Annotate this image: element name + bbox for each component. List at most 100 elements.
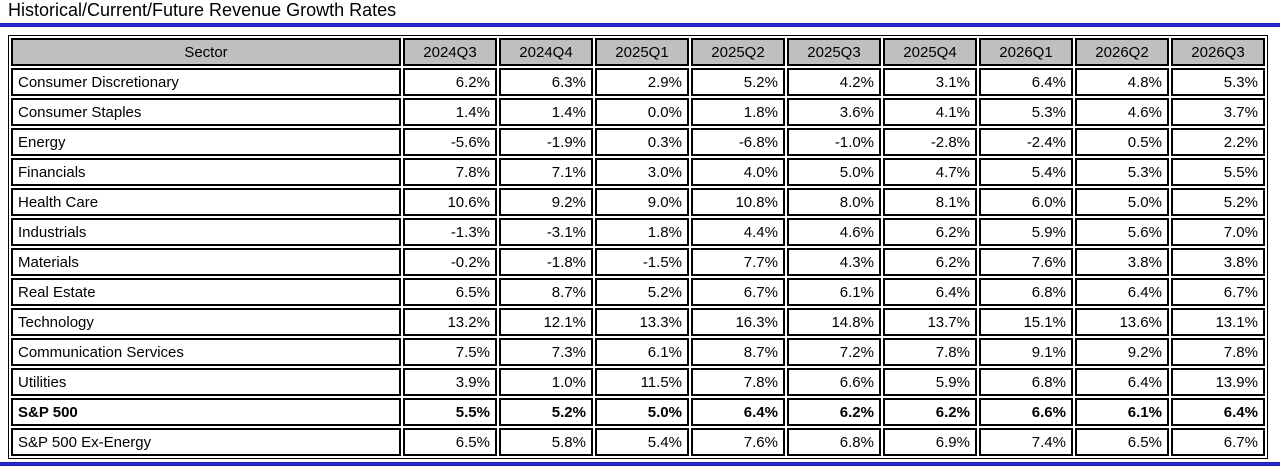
table-row-s-p-500: S&P 500 5.5% 5.2% 5.0% 6.4% 6.2% 6.2% 6.6% 6.1% 6… (11, 398, 1265, 426)
column-header-2025Q1: 2025Q1 (595, 38, 689, 66)
sector-cell: Consumer Discretionary (11, 68, 401, 96)
value-cell: 5.4% (595, 428, 689, 456)
table-row-communication-services: Communication Services 7.5% 7.3% 6.1% 8.7% 7.… (11, 338, 1265, 366)
table-row-real-estate: Real Estate 6.5% 8.7% 5.2% 6.7% 6.1% 6.4% 6.8% 6… (11, 278, 1265, 306)
value-cell: 6.2% (883, 248, 977, 276)
value-cell: 13.2% (403, 308, 497, 336)
table-row-technology: Technology 13.2% 12.1% 13.3% 16.3% 14.8% 13.7%… (11, 308, 1265, 336)
sector-cell: Utilities (11, 368, 401, 396)
column-header-2026Q2: 2026Q2 (1075, 38, 1169, 66)
value-cell: 7.6% (691, 428, 785, 456)
value-cell: 6.4% (883, 278, 977, 306)
value-cell: 7.8% (691, 368, 785, 396)
value-cell: 3.7% (1171, 98, 1265, 126)
value-cell: 6.4% (1171, 398, 1265, 426)
value-cell: 7.3% (499, 338, 593, 366)
header-row: Sector 2024Q3 2024Q4 2025Q1 2025Q2 2025Q3 2025… (11, 38, 1265, 66)
column-header-2026Q1: 2026Q1 (979, 38, 1073, 66)
value-cell: 5.0% (1075, 188, 1169, 216)
value-cell: -5.6% (403, 128, 497, 156)
value-cell: 8.7% (499, 278, 593, 306)
value-cell: 2.2% (1171, 128, 1265, 156)
sector-cell: Health Care (11, 188, 401, 216)
value-cell: 5.2% (499, 398, 593, 426)
value-cell: 6.8% (979, 368, 1073, 396)
value-cell: 4.0% (691, 158, 785, 186)
value-cell: 4.7% (883, 158, 977, 186)
value-cell: -2.4% (979, 128, 1073, 156)
value-cell: 6.8% (979, 278, 1073, 306)
value-cell: 6.1% (1075, 398, 1169, 426)
value-cell: 2.9% (595, 68, 689, 96)
sector-cell: Technology (11, 308, 401, 336)
value-cell: 6.0% (979, 188, 1073, 216)
value-cell: 5.2% (1171, 188, 1265, 216)
value-cell: 9.0% (595, 188, 689, 216)
value-cell: 3.0% (595, 158, 689, 186)
value-cell: 6.5% (1075, 428, 1169, 456)
value-cell: 13.7% (883, 308, 977, 336)
value-cell: 5.8% (499, 428, 593, 456)
table-row-consumer-discretionary: Consumer Discretionary 6.2% 6.3% 2.9% 5.2% 4.… (11, 68, 1265, 96)
value-cell: 5.3% (1075, 158, 1169, 186)
value-cell: 0.0% (595, 98, 689, 126)
value-cell: 13.9% (1171, 368, 1265, 396)
value-cell: 6.2% (787, 398, 881, 426)
value-cell: 4.6% (787, 218, 881, 246)
value-cell: 0.3% (595, 128, 689, 156)
value-cell: -2.8% (883, 128, 977, 156)
sector-cell: Consumer Staples (11, 98, 401, 126)
value-cell: -1.8% (499, 248, 593, 276)
table-row-energy: Energy -5.6% -1.9% 0.3% -6.8% -1.0% -2.8% -2.4%… (11, 128, 1265, 156)
value-cell: 6.2% (403, 68, 497, 96)
value-cell: 5.2% (691, 68, 785, 96)
value-cell: 7.6% (979, 248, 1073, 276)
value-cell: -1.0% (787, 128, 881, 156)
table-row-s-p-500-ex-energy: S&P 500 Ex-Energy 6.5% 5.8% 5.4% 7.6% 6.8% 6.9… (11, 428, 1265, 456)
value-cell: 7.1% (499, 158, 593, 186)
value-cell: 8.7% (691, 338, 785, 366)
value-cell: 13.3% (595, 308, 689, 336)
column-header-2025Q4: 2025Q4 (883, 38, 977, 66)
value-cell: 5.3% (979, 98, 1073, 126)
column-header-2025Q2: 2025Q2 (691, 38, 785, 66)
column-header-sector: Sector (11, 38, 401, 66)
value-cell: 13.1% (1171, 308, 1265, 336)
value-cell: 14.8% (787, 308, 881, 336)
value-cell: 4.2% (787, 68, 881, 96)
value-cell: -3.1% (499, 218, 593, 246)
column-header-2024Q3: 2024Q3 (403, 38, 497, 66)
sector-cell: Industrials (11, 218, 401, 246)
sector-cell: Communication Services (11, 338, 401, 366)
value-cell: 10.8% (691, 188, 785, 216)
table-row-industrials: Industrials -1.3% -3.1% 1.8% 4.4% 4.6% 6.2% 5.9… (11, 218, 1265, 246)
value-cell: 7.5% (403, 338, 497, 366)
value-cell: 6.3% (499, 68, 593, 96)
value-cell: 7.8% (883, 338, 977, 366)
value-cell: 8.0% (787, 188, 881, 216)
value-cell: 6.7% (691, 278, 785, 306)
value-cell: 3.8% (1075, 248, 1169, 276)
value-cell: 3.1% (883, 68, 977, 96)
value-cell: 7.8% (1171, 338, 1265, 366)
value-cell: 6.4% (1075, 368, 1169, 396)
value-cell: 6.2% (883, 218, 977, 246)
value-cell: -1.5% (595, 248, 689, 276)
value-cell: 6.5% (403, 278, 497, 306)
column-header-2026Q3: 2026Q3 (1171, 38, 1265, 66)
table-row-financials: Financials 7.8% 7.1% 3.0% 4.0% 5.0% 4.7% 5.4% 5.… (11, 158, 1265, 186)
value-cell: 6.7% (1171, 278, 1265, 306)
value-cell: 6.8% (787, 428, 881, 456)
value-cell: 16.3% (691, 308, 785, 336)
value-cell: 6.6% (787, 368, 881, 396)
value-cell: 9.1% (979, 338, 1073, 366)
value-cell: 6.1% (595, 338, 689, 366)
page-title: Historical/Current/Future Revenue Growth… (8, 0, 397, 20)
value-cell: 6.9% (883, 428, 977, 456)
value-cell: 5.3% (1171, 68, 1265, 96)
table-body: Consumer Discretionary 6.2% 6.3% 2.9% 5.2% 4.… (11, 68, 1265, 456)
table-row-materials: Materials -0.2% -1.8% -1.5% 7.7% 4.3% 6.2% 7.6%… (11, 248, 1265, 276)
value-cell: 6.5% (403, 428, 497, 456)
value-cell: 5.9% (883, 368, 977, 396)
